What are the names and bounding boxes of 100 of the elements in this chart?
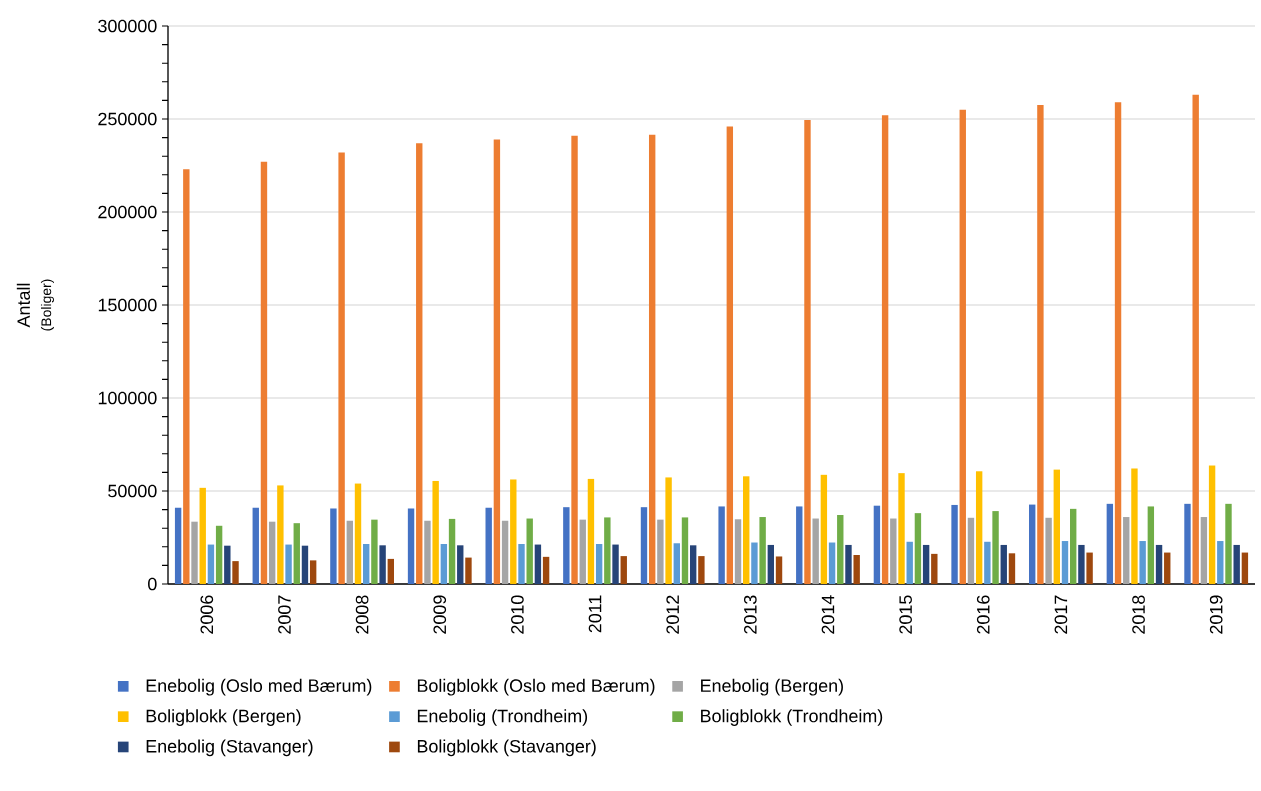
- bar: [571, 135, 578, 584]
- x-tick-label: 2008: [355, 595, 369, 634]
- bar: [873, 505, 881, 584]
- bar: [371, 519, 378, 584]
- y-tick-label: 50000: [108, 484, 157, 498]
- bar: [1200, 517, 1208, 584]
- bar: [718, 506, 725, 584]
- y-tick-label: 300000: [98, 19, 157, 33]
- y-tick-label: 150000: [98, 298, 157, 312]
- bar: [1106, 503, 1114, 584]
- bar: [640, 507, 648, 584]
- bar: [812, 518, 819, 584]
- bar: [379, 545, 386, 584]
- bar: [579, 519, 586, 584]
- bar: [277, 485, 284, 584]
- x-tick-label: 2016: [976, 595, 990, 634]
- bar: [301, 545, 309, 584]
- x-tick-label: 2007: [278, 595, 291, 634]
- bar: [992, 511, 999, 584]
- legend-label: Enebolig (Trondheim): [417, 709, 588, 726]
- y-tick-label: 100000: [98, 391, 157, 405]
- bar: [657, 519, 664, 584]
- bar: [485, 507, 492, 584]
- bar: [967, 517, 975, 584]
- bar: [207, 544, 215, 584]
- bar: [820, 474, 828, 584]
- bar: [673, 543, 680, 584]
- x-tick-label: 2018: [1132, 595, 1145, 634]
- bar: [1123, 517, 1130, 584]
- bar: [898, 473, 905, 584]
- bar: [1078, 544, 1085, 584]
- x-tick-label: 2017: [1054, 595, 1068, 634]
- bar: [1070, 508, 1077, 584]
- bar: [346, 520, 354, 584]
- bar: [1241, 552, 1249, 584]
- bar: [665, 477, 672, 584]
- bar: [309, 560, 317, 584]
- bar: [837, 514, 844, 584]
- bar: [612, 544, 619, 584]
- bar: [1008, 553, 1016, 584]
- bar: [1114, 102, 1122, 584]
- x-tick-label: 2019: [1209, 595, 1223, 634]
- legend-label: Boligblokk (Bergen): [146, 709, 301, 726]
- legend-label: Boligblokk (Oslo med Bærum): [417, 678, 655, 696]
- bar: [587, 478, 595, 584]
- bar: [734, 519, 742, 584]
- bar: [1192, 94, 1199, 584]
- bar: [604, 517, 611, 584]
- bar: [493, 139, 501, 584]
- bar: [510, 479, 517, 584]
- bar: [1184, 503, 1191, 584]
- bar: [1225, 503, 1232, 584]
- bar: [881, 115, 889, 584]
- bar: [845, 544, 852, 584]
- x-tick-label: 2006: [200, 595, 214, 634]
- y-tick-label: 200000: [98, 205, 157, 219]
- bar: [681, 517, 689, 584]
- bar: [534, 544, 542, 584]
- bar: [890, 518, 897, 584]
- bar: [828, 542, 836, 584]
- legend-label: Boligblokk (Stavanger): [417, 739, 596, 757]
- bar: [775, 556, 783, 584]
- bar: [363, 544, 370, 584]
- bar: [1000, 544, 1007, 584]
- bar: [338, 152, 345, 584]
- bar: [1131, 468, 1138, 584]
- bar: [1208, 465, 1216, 584]
- bar: [1164, 552, 1171, 584]
- bar: [743, 476, 750, 584]
- bar: [1155, 544, 1163, 584]
- bar: [224, 545, 231, 584]
- bar: [931, 553, 938, 584]
- bar: [542, 556, 550, 584]
- bar: [959, 109, 966, 584]
- x-tick-label: 2013: [743, 595, 757, 634]
- x-tick-label: 2014: [821, 595, 835, 634]
- bar: [457, 545, 464, 584]
- bar: [689, 545, 697, 584]
- bar: [465, 557, 472, 584]
- bar: [1053, 469, 1061, 584]
- bar: [501, 520, 509, 584]
- bar: [191, 521, 198, 584]
- bar: [648, 134, 656, 584]
- bar: [951, 504, 958, 584]
- bar: [796, 506, 803, 584]
- bar: [1139, 541, 1146, 584]
- bar: [260, 161, 268, 584]
- bar: [1037, 105, 1044, 584]
- bar: [751, 542, 758, 584]
- bar: [387, 558, 395, 584]
- bar: [759, 517, 766, 584]
- bar: [174, 507, 182, 584]
- bar: [199, 487, 206, 584]
- y-axis-title: Antall: [16, 283, 30, 328]
- bar: [448, 518, 456, 584]
- x-tick-label: 2015: [899, 595, 912, 634]
- bar: [1147, 506, 1155, 584]
- bar: [853, 554, 860, 584]
- bar: [563, 507, 570, 584]
- bar: [183, 169, 190, 584]
